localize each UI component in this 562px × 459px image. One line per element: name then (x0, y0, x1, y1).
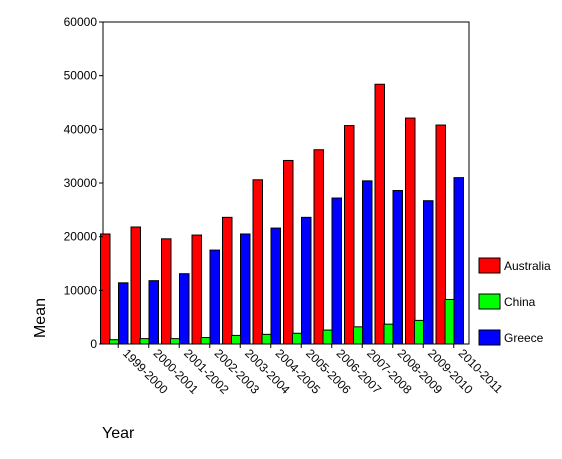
bar-greece-1999-2000 (118, 282, 129, 345)
x-axis: 1999-20002000-20012001-20022002-20032003… (117, 344, 506, 397)
y-tick-label: 10000 (64, 283, 98, 297)
legend-swatch-australia (478, 257, 501, 274)
y-tick-label: 60000 (64, 15, 98, 29)
bar-greece-2004-2005 (270, 227, 281, 345)
y-tick-label: 40000 (64, 122, 98, 136)
bar-australia-2000-2001 (130, 226, 141, 345)
plot-area (100, 21, 470, 345)
bar-australia-2003-2004 (222, 216, 233, 345)
bar-greece-2006-2007 (331, 197, 342, 345)
bar-greece-2000-2001 (148, 280, 159, 345)
bar-china-2008-2009 (383, 323, 394, 345)
y-tick-label: 20000 (64, 230, 98, 244)
bar-china-2006-2007 (322, 329, 333, 345)
bar-china-1999-2000 (109, 339, 120, 345)
y-axis: 0 10000 20000 30000 40000 50000 60000 (64, 15, 103, 351)
bar-australia-2010-2011 (435, 124, 446, 345)
legend-swatch-greece (478, 329, 501, 346)
bar-greece-2003-2004 (240, 233, 251, 345)
legend-label-greece: Greece (504, 331, 544, 345)
legend-label-australia: Australia (504, 259, 551, 273)
bar-greece-2010-2011 (453, 177, 464, 345)
legend-label-china: China (504, 295, 536, 309)
y-tick-label: 30000 (64, 176, 98, 190)
bar-china-2002-2003 (200, 337, 211, 345)
bar-australia-2001-2002 (161, 238, 172, 345)
bar-australia-1999-2000 (100, 233, 111, 345)
bar-china-2007-2008 (353, 326, 364, 345)
bar-china-2003-2004 (231, 334, 242, 345)
y-tick-label: 50000 (64, 69, 98, 83)
legend: Australia China Greece (478, 257, 551, 346)
y-axis-title: Mean (32, 298, 49, 338)
bar-australia-2008-2009 (374, 83, 385, 345)
x-axis-title: Year (102, 425, 135, 442)
bar-australia-2005-2006 (283, 159, 294, 345)
bar-greece-2002-2003 (209, 249, 220, 345)
bar-greece-2007-2008 (362, 180, 373, 345)
y-tick-label: 0 (90, 337, 97, 351)
bar-greece-2001-2002 (179, 273, 190, 345)
bar-greece-2008-2009 (392, 190, 403, 345)
bar-australia-2006-2007 (313, 149, 324, 345)
bar-australia-2002-2003 (191, 234, 202, 345)
bar-china-2000-2001 (139, 338, 150, 345)
bar-china-2010-2011 (444, 298, 455, 345)
bar-australia-2007-2008 (344, 125, 355, 345)
bar-china-2001-2002 (170, 338, 181, 345)
bar-greece-2009-2010 (423, 200, 434, 345)
bar-greece-2005-2006 (301, 216, 312, 345)
bar-australia-2009-2010 (405, 117, 416, 345)
legend-swatch-china (478, 293, 501, 310)
bar-australia-2004-2005 (252, 179, 263, 345)
bar-china-2004-2005 (261, 333, 272, 345)
bar-china-2005-2006 (292, 332, 303, 345)
bar-china-2009-2010 (414, 319, 425, 345)
